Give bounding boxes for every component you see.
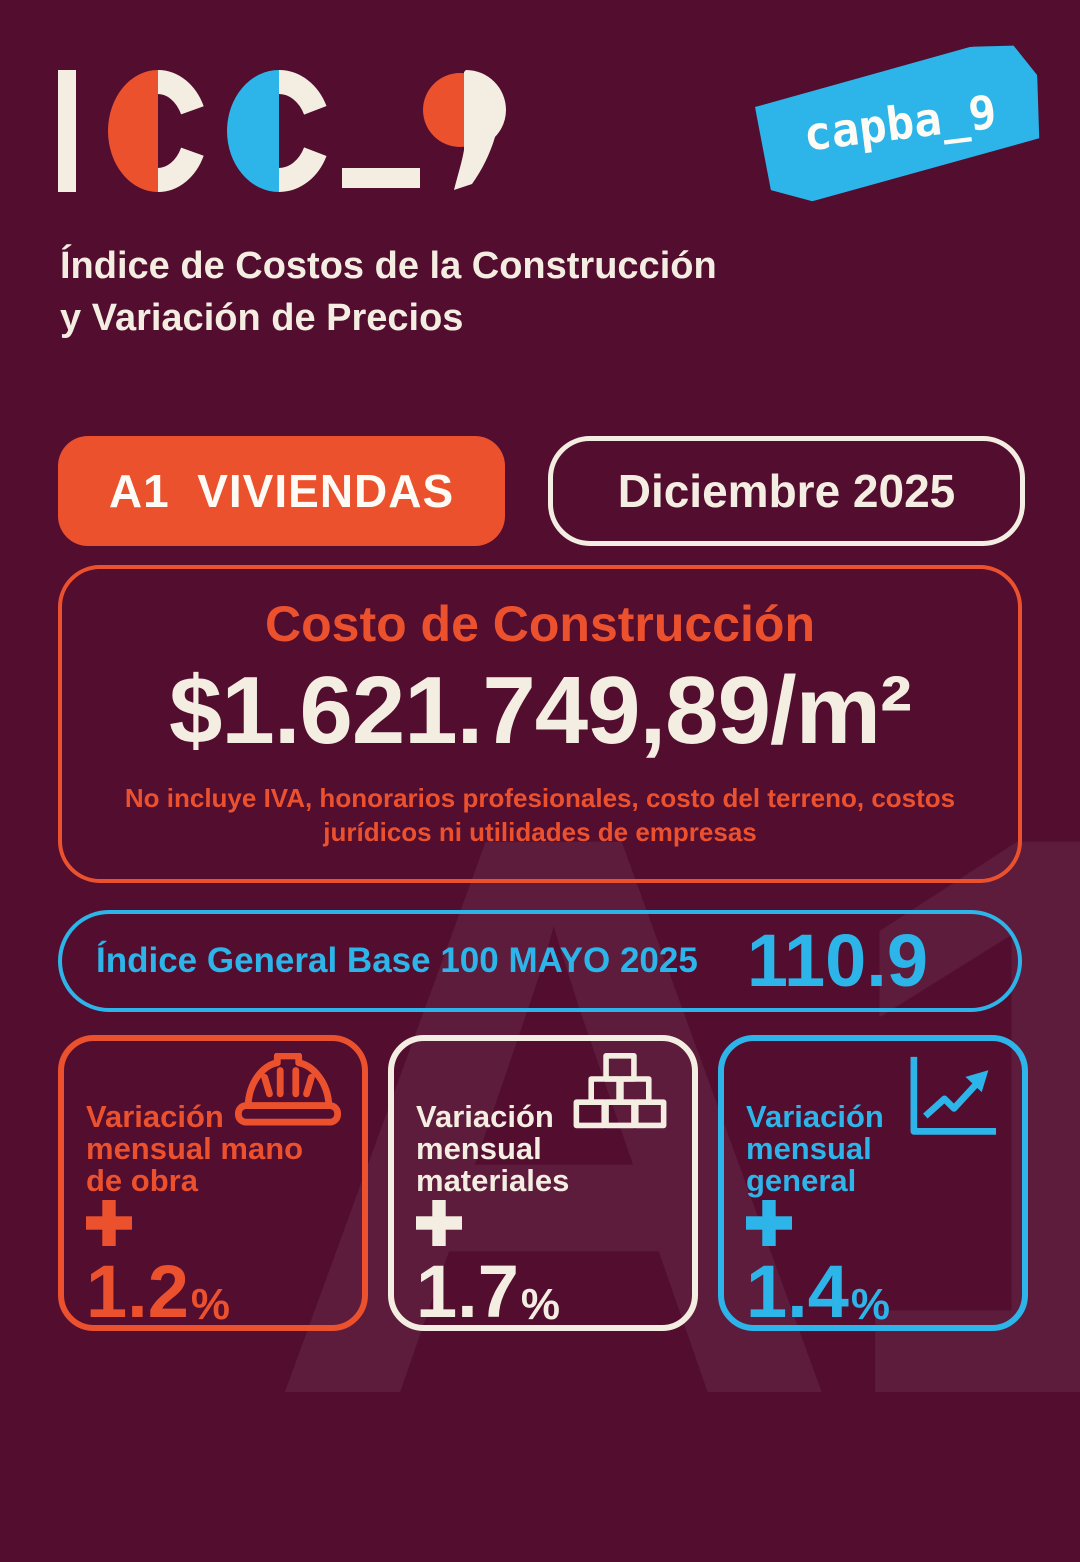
index-label: Índice General Base 100 MAYO 2025 — [96, 941, 698, 980]
card-labor-variation: Variación mensual mano de obra 1.2 % — [58, 1035, 368, 1331]
category-button[interactable]: A1 VIVIENDAS — [58, 436, 505, 546]
index-value: 110.9 — [746, 919, 928, 1002]
variation-unit: % — [850, 1279, 890, 1329]
card-title: Variación mensual mano de obra — [86, 1099, 304, 1199]
bricks-icon — [573, 1053, 667, 1129]
capba9-badge: capba_9 — [751, 39, 1049, 207]
variation-unit: % — [190, 1279, 230, 1329]
variation-unit: % — [520, 1279, 560, 1329]
capba9-badge-label: capba_9 — [800, 84, 1000, 162]
category-button-label: A1 VIVIENDAS — [108, 465, 455, 517]
plus-icon — [416, 1199, 462, 1246]
infographic: capba_9 Índice de Costos de la Construcc… — [58, 0, 1080, 1331]
hard-hat-icon — [234, 1053, 342, 1126]
variation-cards: Variación mensual mano de obra 1.2 % Var… — [58, 1035, 1028, 1331]
plus-icon — [746, 1199, 792, 1246]
cost-title: Costo de Construcción — [264, 596, 816, 652]
period-chip: Diciembre 2025 — [548, 436, 1025, 546]
plus-icon — [86, 1199, 132, 1246]
card-materials-variation: Variación mensual materiales 1.7 % — [388, 1035, 698, 1331]
variation-value: 1.4 — [746, 1249, 849, 1333]
logo-digit-9 — [423, 70, 506, 190]
logo-letter-c1 — [108, 70, 204, 192]
card-title: Variación mensual materiales — [416, 1099, 570, 1199]
card-value: 1.2 % — [86, 1249, 340, 1333]
variation-value: 1.7 — [416, 1249, 519, 1333]
card-general-variation: Variación mensual general 1.4 % — [718, 1035, 1028, 1331]
logo-underscore — [342, 168, 420, 188]
cost-amount: $1.621.749,89/m² — [169, 657, 912, 764]
logo-letter-c2 — [227, 70, 327, 193]
logo-letter-i — [58, 70, 76, 192]
card-value: 1.7 % — [416, 1249, 670, 1333]
period-chip-label: Diciembre 2025 — [617, 465, 956, 517]
background-watermark: A1 — [265, 668, 1080, 1562]
card-value: 1.4 % — [746, 1249, 1000, 1333]
cost-disclaimer: No incluye IVA, honorarios profesionales… — [124, 783, 956, 848]
variation-value: 1.2 — [86, 1249, 189, 1333]
icc9-logo — [58, 70, 506, 193]
trend-up-icon — [910, 1056, 997, 1135]
construction-cost-panel: Costo de Construcción $1.621.749,89/m² N… — [58, 565, 1022, 883]
general-index-bar: Índice General Base 100 MAYO 2025 110.9 — [58, 910, 1022, 1012]
card-title: Variación mensual general — [746, 1099, 884, 1199]
page-title: Índice de Costos de la Construcción y Va… — [60, 245, 717, 340]
